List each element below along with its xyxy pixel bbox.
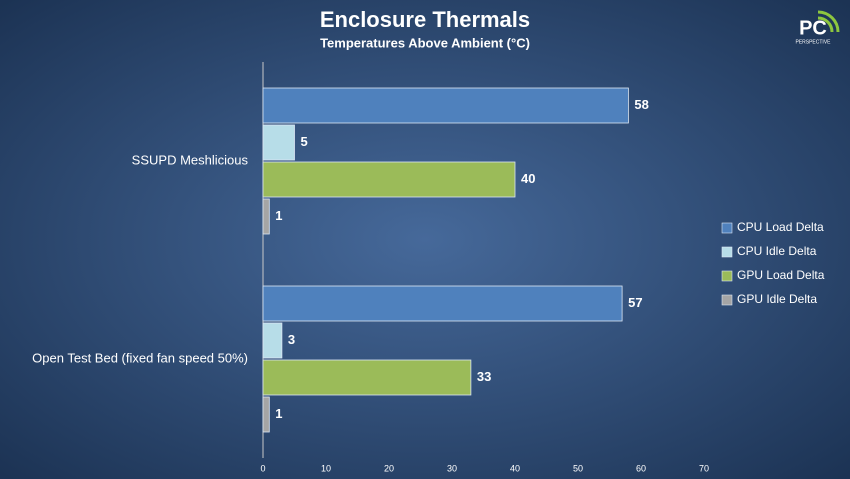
logo-subtext: PERSPECTIVE <box>795 39 831 45</box>
bar <box>262 161 516 198</box>
value-label: 57 <box>628 295 642 310</box>
value-label: 33 <box>477 369 491 384</box>
value-label: 3 <box>288 332 295 347</box>
x-tick-label: 10 <box>321 463 331 473</box>
logo-text: PC <box>799 17 827 39</box>
x-tick-label: 20 <box>384 463 394 473</box>
legend-label: GPU Load Delta <box>737 268 825 282</box>
legend-swatch <box>721 270 733 282</box>
bar <box>262 87 629 124</box>
value-label: 5 <box>301 134 308 149</box>
legend-label: GPU Idle Delta <box>737 292 817 306</box>
bar <box>262 124 295 161</box>
value-label: 40 <box>521 171 535 186</box>
y-tick-label: Open Test Bed (fixed fan speed 50%) <box>32 350 248 365</box>
x-tick-label: 30 <box>447 463 457 473</box>
bar <box>262 285 623 322</box>
x-tick-label: 60 <box>636 463 646 473</box>
x-tick-label: 0 <box>260 463 265 473</box>
legend-label: CPU Idle Delta <box>737 244 817 258</box>
chart-subtitle: Temperatures Above Ambient (°C) <box>320 35 530 50</box>
value-label: 1 <box>275 208 282 223</box>
x-tick-label: 40 <box>510 463 520 473</box>
legend-swatch <box>721 246 733 258</box>
legend-swatch <box>721 222 733 234</box>
value-label: 58 <box>634 97 648 112</box>
legend-label: CPU Load Delta <box>737 220 824 234</box>
bar <box>262 198 270 235</box>
legend-swatch <box>721 294 733 306</box>
chart-title: Enclosure Thermals <box>320 7 530 32</box>
logo: PC PERSPECTIVE <box>795 10 840 45</box>
bar <box>262 322 283 359</box>
bar <box>262 396 270 433</box>
x-tick-label: 50 <box>573 463 583 473</box>
value-label: 1 <box>275 406 282 421</box>
x-tick-label: 70 <box>699 463 709 473</box>
y-tick-label: SSUPD Meshlicious <box>132 152 249 167</box>
bar <box>262 359 472 396</box>
